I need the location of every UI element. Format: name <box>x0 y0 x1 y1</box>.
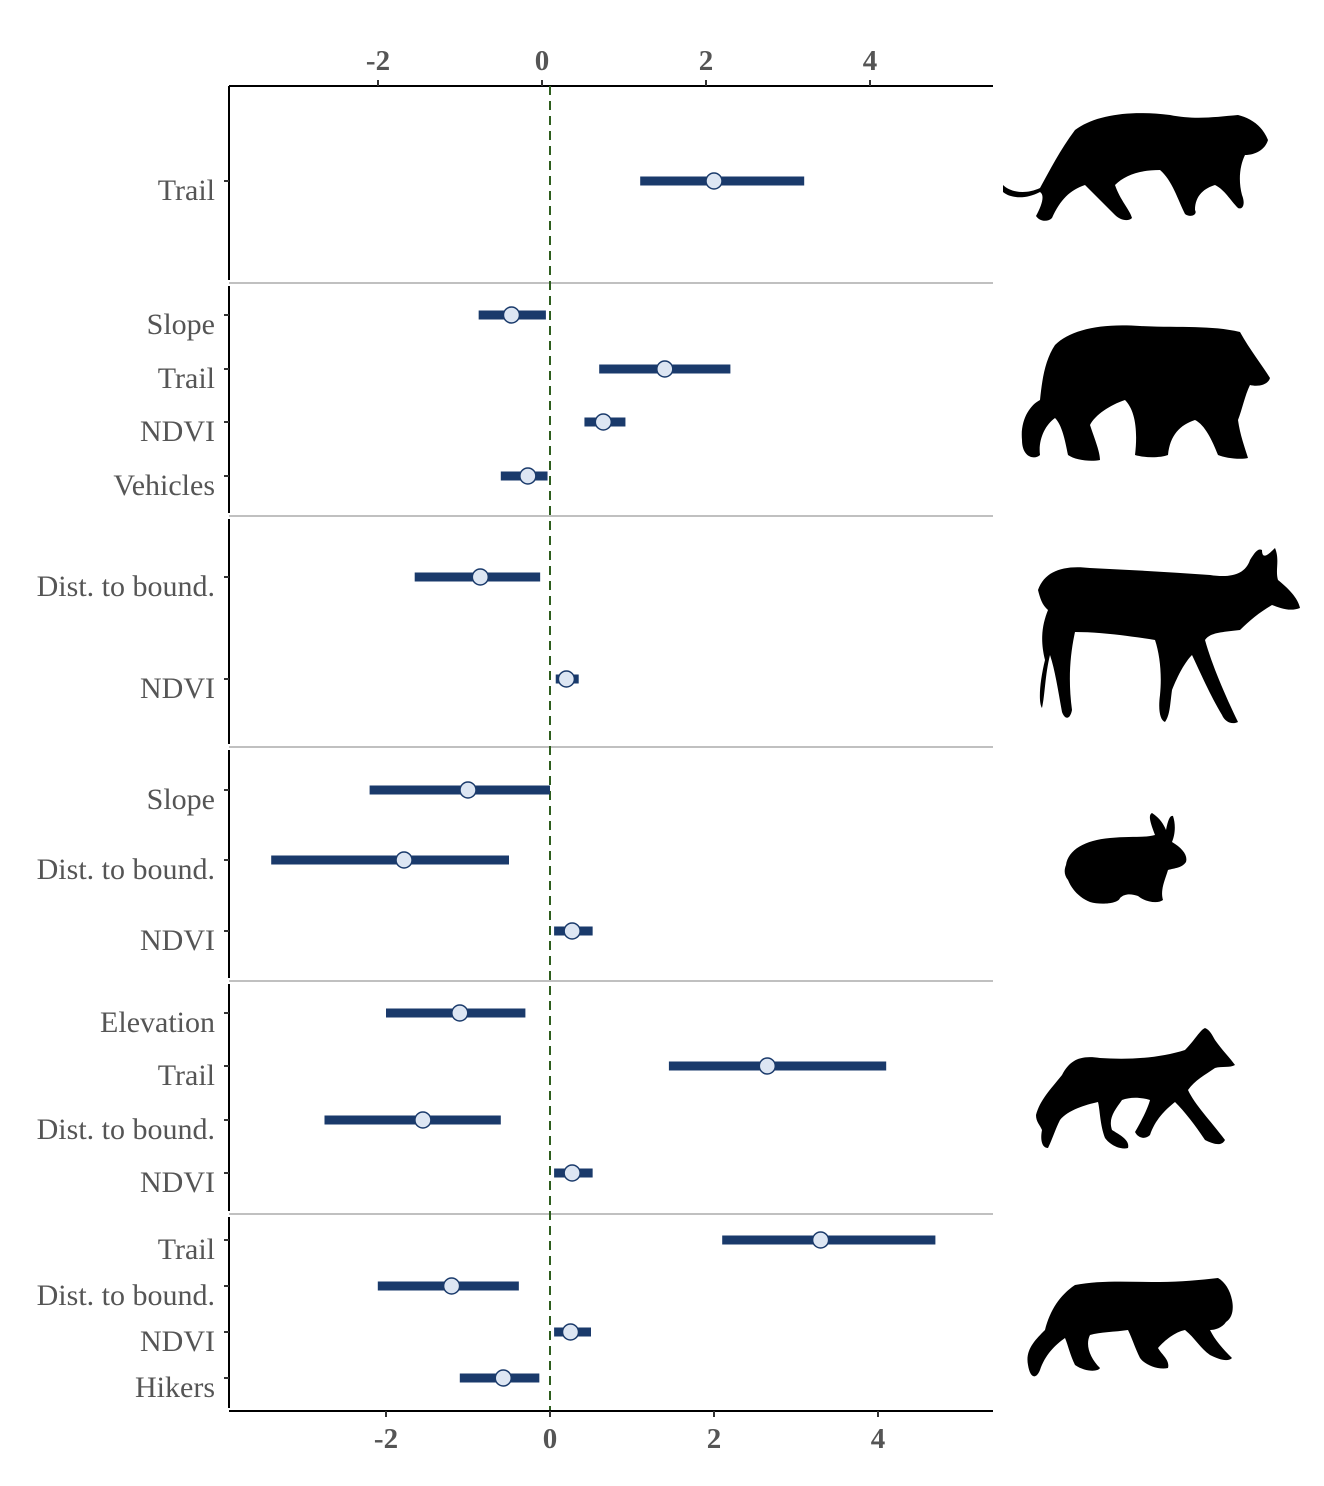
row-label: NDVI <box>140 672 215 705</box>
point-estimate <box>442 1277 461 1295</box>
point-estimate <box>502 306 521 324</box>
row-label: Dist. to bound. <box>37 1113 215 1146</box>
point-estimate <box>594 413 613 431</box>
bottom-tick-label: 2 <box>707 1423 722 1455</box>
marks-layer: Trail Slope Trail NDVI Vehicles Dist. to boun… <box>37 172 936 1404</box>
row-label: Trail <box>158 1059 215 1092</box>
bottom-tick-label: -2 <box>374 1423 398 1455</box>
point-estimate <box>414 1111 432 1129</box>
row-label: Vehicles <box>113 469 215 502</box>
point-estimate <box>395 851 413 869</box>
cougar-silhouette <box>1003 113 1268 221</box>
point-estimate <box>451 1004 469 1022</box>
row-label: Slope <box>147 783 215 816</box>
bear-silhouette <box>1021 325 1270 461</box>
row-label: Trail <box>158 362 215 395</box>
point-estimate <box>561 1323 580 1341</box>
row-label: NDVI <box>140 1325 215 1358</box>
bottom-tick-label: 4 <box>871 1423 886 1455</box>
point-estimate <box>471 568 490 586</box>
row-label: Dist. to bound. <box>37 570 215 603</box>
top-tick-label: 2 <box>699 45 714 77</box>
point-estimate <box>811 1231 830 1249</box>
point-estimate <box>758 1057 777 1075</box>
top-tick-label: -2 <box>366 45 390 77</box>
row-label: Trail <box>158 1233 215 1266</box>
top-tick-label: 4 <box>863 45 878 77</box>
bottom-x-axis: -2 0 2 4 <box>229 1410 993 1455</box>
panels-layer <box>224 86 993 1408</box>
point-estimate <box>563 1164 581 1182</box>
point-estimate <box>459 781 477 799</box>
animal-silhouettes <box>1003 113 1300 1377</box>
bobcat-silhouette <box>1027 1278 1233 1377</box>
row-label: NDVI <box>140 415 215 448</box>
bottom-tick-label: 0 <box>543 1423 558 1455</box>
point-estimate <box>519 467 537 485</box>
row-label: NDVI <box>140 924 215 957</box>
row-label: NDVI <box>140 1166 215 1199</box>
point-estimate <box>705 172 723 190</box>
row-label: Elevation <box>100 1006 215 1039</box>
top-x-axis: -2 0 2 4 <box>229 45 993 87</box>
row-label: Hikers <box>135 1371 215 1404</box>
point-estimate <box>563 922 581 940</box>
row-label: Dist. to bound. <box>37 1279 215 1312</box>
row-label: Trail <box>158 174 215 207</box>
deer-silhouette <box>1038 548 1300 724</box>
coyote-silhouette <box>1036 1028 1235 1149</box>
point-estimate <box>557 670 576 688</box>
row-label: Dist. to bound. <box>37 853 215 886</box>
point-estimate <box>494 1369 513 1387</box>
rabbit-silhouette <box>1064 813 1187 904</box>
top-tick-label: 0 <box>535 45 550 77</box>
point-estimate <box>656 360 674 378</box>
row-label: Slope <box>147 308 215 341</box>
